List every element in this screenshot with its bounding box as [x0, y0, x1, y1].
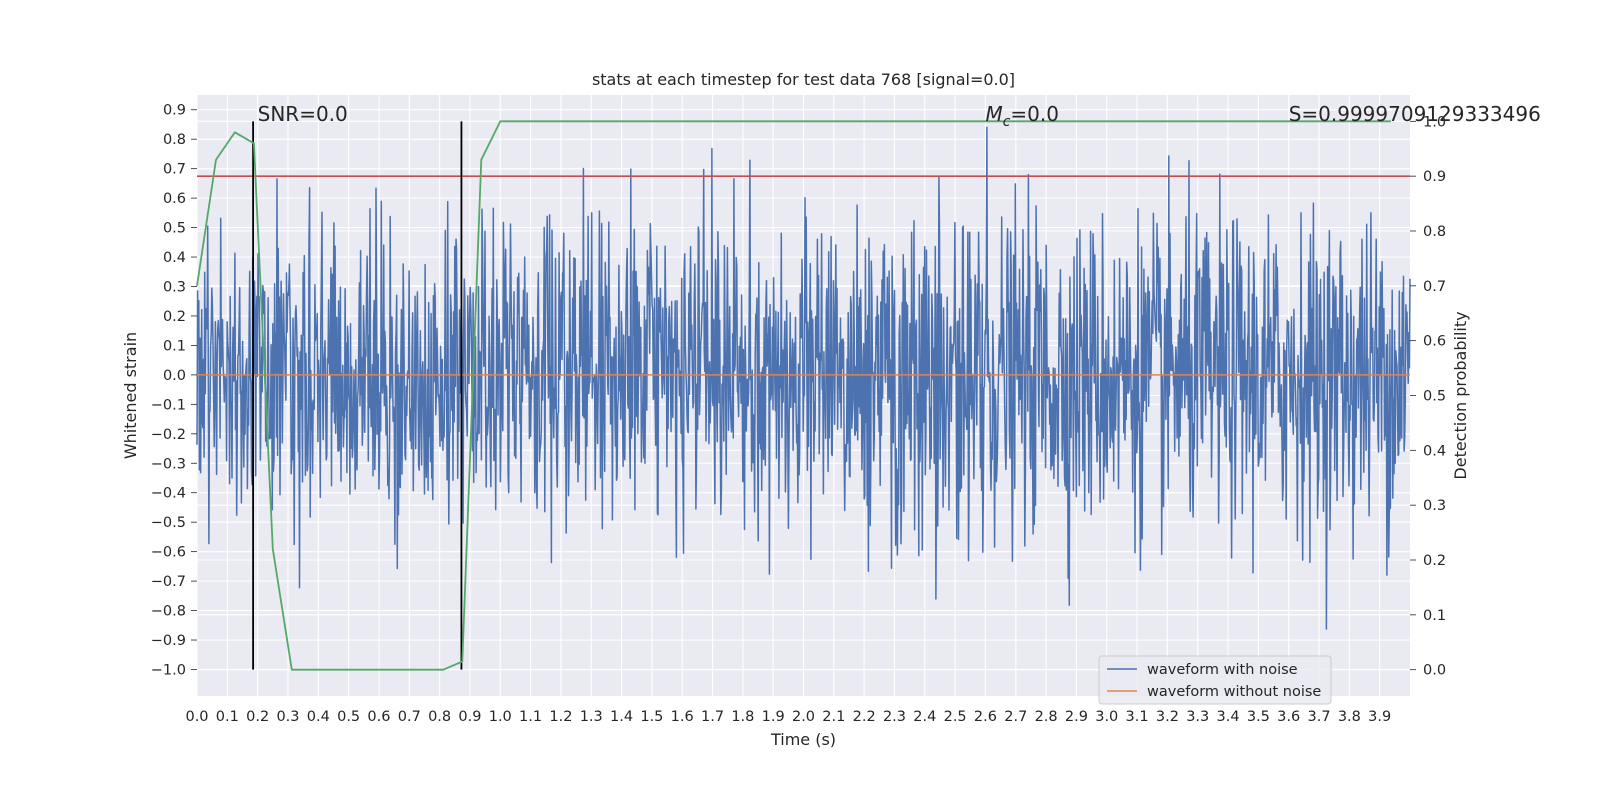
legend-box [1098, 655, 1332, 705]
x-tick-label: 2.3 [883, 709, 906, 725]
x-tick-label: 1.4 [610, 709, 633, 725]
series-waveform-with-noise [196, 126, 1411, 630]
y-tick-label: 0.4 [163, 250, 186, 266]
snr-annotation: SNR=0.0 [258, 102, 348, 126]
x-tick-label: 3.9 [1368, 709, 1391, 725]
chart-title: stats at each timestep for test data 768… [592, 70, 1015, 89]
y2-axis-ticks: 1.0 0.9 0.8 0.7 0.6 0.5 0.4 0.3 0.2 0.1 0.0 [1410, 114, 1446, 679]
chirp-mass-symbol: M [985, 102, 1002, 126]
x-tick-label: 3.0 [1095, 709, 1118, 725]
y2-tick-label: 0.9 [1423, 169, 1446, 185]
y-tick-label: −0.7 [151, 574, 186, 590]
x-axis-ticks: 0.0 0.1 0.2 0.3 0.4 0.5 0.6 0.7 0.8 0.9 1.0 1.1 1.2 1… [185, 709, 1391, 725]
chirp-mass-value: =0.0 [1010, 102, 1059, 126]
x-tick-label: 0.0 [185, 709, 208, 725]
y-tick-label: 0.3 [163, 279, 186, 295]
y2-tick-label: 0.2 [1423, 553, 1446, 569]
detection-probability-line [196, 120, 1391, 671]
y2-tick-label: 0.1 [1423, 608, 1446, 624]
y2-tick-label: 1.0 [1423, 114, 1446, 130]
y2-axis-label: Detection probability [1451, 311, 1470, 479]
y-tick-label: −1.0 [151, 662, 186, 678]
y-tick-label: −0.2 [151, 427, 186, 443]
x-tick-label: 3.1 [1126, 709, 1149, 725]
y-tick-label: 0.0 [163, 368, 186, 384]
waveform-with-noise-line [196, 126, 1411, 630]
y-tick-label: −0.8 [151, 604, 186, 620]
y2-tick-label: 0.3 [1423, 498, 1446, 514]
x-tick-label: 2.8 [1035, 709, 1058, 725]
y2-tick-label: 0.4 [1423, 443, 1446, 459]
x-tick-label: 1.8 [731, 709, 754, 725]
x-tick-label: 2.1 [822, 709, 845, 725]
x-tick-label: 0.7 [398, 709, 421, 725]
x-tick-label: 2.7 [1004, 709, 1027, 725]
x-tick-label: 0.2 [246, 709, 269, 725]
y-tick-label: 0.6 [163, 191, 186, 207]
x-tick-label: 1.1 [519, 709, 542, 725]
y-tick-label: −0.5 [151, 515, 186, 531]
x-tick-label: 2.6 [974, 709, 997, 725]
x-tick-label: 1.2 [549, 709, 572, 725]
x-tick-label: 1.9 [762, 709, 785, 725]
chirp-mass-subscript: c [1003, 114, 1011, 130]
y-tick-label: −0.3 [151, 456, 186, 472]
y2-tick-label: 0.0 [1423, 663, 1446, 679]
y2-tick-label: 0.7 [1423, 279, 1446, 295]
x-tick-label: 2.0 [792, 709, 815, 725]
x-tick-label: 3.3 [1186, 709, 1209, 725]
y2-tick-label: 0.8 [1423, 224, 1446, 240]
y-tick-label: −0.6 [151, 545, 186, 561]
x-tick-label: 1.6 [671, 709, 694, 725]
y-axis-label: Whitened strain [121, 332, 140, 459]
x-tick-label: 0.9 [458, 709, 481, 725]
legend-label-waveform-with-noise: waveform with noise [1147, 662, 1298, 678]
x-tick-label: 2.4 [913, 709, 936, 725]
x-tick-label: 0.5 [337, 709, 360, 725]
grid [196, 95, 1410, 696]
legend-label-waveform-without-noise: waveform without noise [1147, 684, 1321, 700]
x-tick-label: 3.2 [1156, 709, 1179, 725]
y-tick-label: 0.9 [163, 103, 186, 119]
y2-tick-label: 0.6 [1423, 334, 1446, 350]
x-tick-label: 1.0 [489, 709, 512, 725]
x-tick-label: 0.4 [307, 709, 330, 725]
y-tick-label: 0.5 [163, 221, 186, 237]
x-tick-label: 2.2 [853, 709, 876, 725]
y-tick-label: 0.8 [163, 132, 186, 148]
detection-markers [252, 121, 463, 670]
x-tick-label: 3.5 [1247, 709, 1270, 725]
x-tick-label: 1.7 [701, 709, 724, 725]
x-tick-label: 1.3 [580, 709, 603, 725]
y2-tick-label: 0.5 [1423, 389, 1446, 405]
x-tick-label: 3.7 [1307, 709, 1330, 725]
legend: waveform with noise waveform without noi… [1098, 655, 1332, 705]
y-tick-label: 0.2 [163, 309, 186, 325]
x-tick-label: 0.1 [216, 709, 239, 725]
y-axis-ticks: 0.9 0.8 0.7 0.6 0.5 0.4 0.3 0.2 0.1 0.0 −0.1 −0.2 −0… [151, 103, 197, 678]
x-tick-label: 2.9 [1065, 709, 1088, 725]
x-tick-label: 1.5 [640, 709, 663, 725]
series-detection-probability [196, 120, 1391, 671]
x-tick-label: 2.5 [944, 709, 967, 725]
x-tick-label: 3.6 [1277, 709, 1300, 725]
score-annotation: S=0.9999709129333496 [1289, 102, 1541, 126]
x-tick-label: 0.3 [276, 709, 299, 725]
y-tick-label: −0.4 [151, 486, 186, 502]
y-tick-label: −0.9 [151, 633, 186, 649]
x-tick-label: 0.8 [428, 709, 451, 725]
y-tick-label: 0.1 [163, 338, 186, 354]
y-tick-label: 0.7 [163, 162, 186, 178]
y-tick-label: −0.1 [151, 397, 186, 413]
chirp-mass-annotation: Mc=0.0 [985, 102, 1059, 130]
x-tick-label: 0.6 [367, 709, 390, 725]
x-axis-label: Time (s) [770, 730, 836, 749]
x-tick-label: 3.8 [1338, 709, 1361, 725]
x-tick-label: 3.4 [1217, 709, 1240, 725]
